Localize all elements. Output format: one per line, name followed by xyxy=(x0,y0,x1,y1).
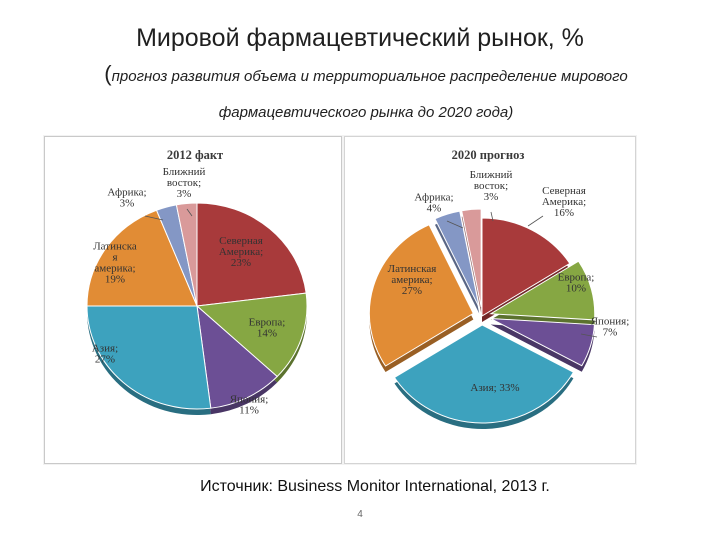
chart-2012-label-europe: Европа; 14% xyxy=(249,317,286,340)
chart-2012-leader-middle-east xyxy=(186,208,193,217)
subtitle-close-paren: ) xyxy=(508,104,514,121)
chart-2020-label-asia: Азия; 33% xyxy=(470,382,519,394)
chart-2020-slice-africa xyxy=(434,210,480,308)
slide-subtitle: (прогноз развития объема и территориальн… xyxy=(66,56,666,131)
chart-2012-title: 2012 факт xyxy=(167,148,223,162)
chart-2020-slice-middle-east xyxy=(461,208,482,308)
slide-title: Мировой фармацевтический рынок, % xyxy=(136,24,584,52)
chart-2012-label-asia: Азия; 27% xyxy=(92,343,118,366)
chart-2012-slice-latin-america xyxy=(86,209,198,307)
chart-2020-slice-north-america xyxy=(481,217,571,317)
chart-2020-leader-japan xyxy=(580,333,598,338)
chart-panel-2012: 2012 факт Северная Америка; 23% Европа; 14% Яп… xyxy=(44,136,342,464)
chart-2020-label-middle-east: Ближний восток; 3% xyxy=(470,169,513,203)
chart-2012-slice-north-america xyxy=(196,202,307,307)
chart-2012-label-middle-east: Ближний восток; 3% xyxy=(163,166,206,200)
chart-2020-label-africa: Африка; 4% xyxy=(414,192,453,215)
chart-2012-slice-asia xyxy=(86,305,212,410)
chart-2020-label-japan: Япония; 7% xyxy=(591,316,630,339)
chart-2012-label-latin-america: Латинска я америка; 19% xyxy=(93,241,137,286)
subtitle-open-paren: ( xyxy=(104,61,112,86)
chart-2012-slice-middle-east xyxy=(175,202,198,307)
subtitle-line2: фармацевтического рынка до 2020 года xyxy=(218,104,509,121)
chart-2020-title: 2020 прогноз xyxy=(452,148,525,162)
source-note: Источник: Business Monitor International… xyxy=(200,478,550,495)
chart-2020-label-north-america: Северная Америка; 16% xyxy=(542,185,586,219)
chart-2012-slice-japan xyxy=(196,304,278,409)
chart-2012-label-africa: Африка; 3% xyxy=(107,187,146,210)
chart-2020-leader-africa xyxy=(446,220,464,229)
chart-2020-slice-japan xyxy=(490,318,595,367)
chart-2020-label-europe: Европа; 10% xyxy=(558,272,595,295)
chart-panel-2020: 2020 прогноз Северная Америка; 16% Европа; 10… xyxy=(344,136,636,464)
chart-2012-slice-europe xyxy=(195,292,308,378)
chart-2012-label-japan: Япония; 11% xyxy=(230,394,269,417)
chart-2020-leader-middle-east xyxy=(490,211,494,222)
page-number: 4 xyxy=(357,509,363,520)
chart-2012-label-north-america: Северная Америка; 23% xyxy=(219,235,263,269)
pie-chart-2012: 2012 факт Северная Америка; 23% Европа; 14% Яп… xyxy=(86,148,308,417)
chart-2020-label-latin-america: Латинская америка; 27% xyxy=(388,263,437,297)
subtitle-line1: прогноз развития объема и территориально… xyxy=(111,68,628,85)
chart-2020-slice-asia xyxy=(393,324,575,424)
pie-chart-2020: 2020 прогноз Северная Америка; 16% Европа; 10… xyxy=(368,148,630,429)
chart-2020-slice-europe xyxy=(489,260,596,321)
chart-2020-leader-north-america xyxy=(527,215,544,227)
chart-2020-slice-latin-america xyxy=(368,224,475,367)
chart-2012-leader-africa xyxy=(144,215,164,221)
